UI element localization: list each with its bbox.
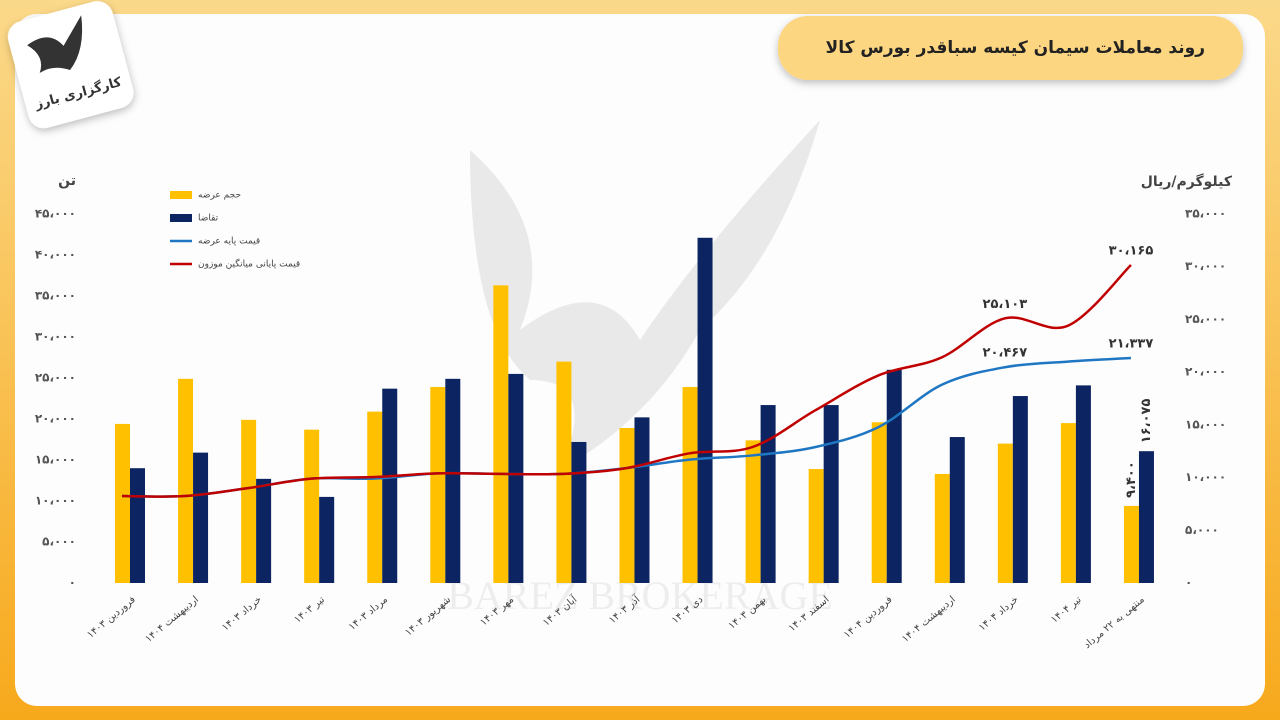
y-tick-label: ۴۵،۰۰۰ <box>35 207 76 221</box>
data-label: ۲۰،۴۶۷ <box>983 346 1028 361</box>
y-tick-label: ۲۰،۰۰۰ <box>35 412 76 426</box>
legend-label: تقاضا <box>198 214 219 224</box>
bar <box>115 423 130 583</box>
data-label: ۲۱،۳۳۷ <box>1109 337 1154 352</box>
y-tick-label: ۱۵،۰۰۰ <box>35 453 76 467</box>
bar <box>130 468 145 583</box>
bar <box>949 437 965 583</box>
y-tick-label: ۳۰،۰۰۰ <box>35 330 76 344</box>
data-label: ۹،۴۰۰ <box>1124 461 1139 498</box>
logo: کارگزاری بارز <box>7 1 134 129</box>
bar <box>493 285 509 583</box>
bar <box>760 405 776 583</box>
bar <box>634 417 650 583</box>
y2-tick-label: ۲۵،۰۰۰ <box>1185 312 1226 326</box>
y2-tick-label: ۳۵،۰۰۰ <box>1185 207 1226 221</box>
y-tick-label: ۵،۰۰۰ <box>42 535 76 549</box>
y2-tick-label: ۱۰،۰۰۰ <box>1185 470 1226 484</box>
bar <box>1138 451 1154 583</box>
bar <box>1123 505 1139 583</box>
bar <box>508 373 524 583</box>
bar <box>367 411 383 583</box>
bar <box>619 428 635 583</box>
bar <box>193 452 209 583</box>
legend-label: قیمت پایانی میانگین موزون <box>198 258 300 270</box>
line <box>121 264 1132 498</box>
bar <box>178 378 194 583</box>
y-tick-label: ۲۵،۰۰۰ <box>35 371 76 385</box>
y2-tick-label: ۵،۰۰۰ <box>1185 523 1219 537</box>
bar <box>1060 423 1076 583</box>
y2-axis-label: کیلوگرم/ریال <box>1141 173 1233 190</box>
bar <box>556 361 572 583</box>
bar <box>256 478 272 583</box>
chart-title: روند معاملات سیمان کیسه سباقدر بورس کالا <box>826 38 1205 58</box>
y2-tick-label: ۰ <box>1185 576 1192 590</box>
bar <box>808 469 824 583</box>
bar <box>304 429 320 583</box>
bar <box>886 369 902 583</box>
legend-swatch <box>170 191 192 199</box>
y-tick-label: ۴۰،۰۰۰ <box>35 248 76 262</box>
legend-label: حجم عرضه <box>198 191 241 201</box>
legend-label: قیمت پایه عرضه <box>198 237 260 247</box>
y2-tick-label: ۲۰،۰۰۰ <box>1185 365 1226 379</box>
bar <box>430 387 446 583</box>
bar <box>1075 385 1091 583</box>
y-tick-label: ۳۵،۰۰۰ <box>35 289 76 303</box>
bar <box>871 422 887 583</box>
bar <box>241 419 257 583</box>
bar <box>1012 396 1028 583</box>
data-label: ۳۰،۱۶۵ <box>1109 243 1154 258</box>
y2-tick-label: ۱۵،۰۰۰ <box>1185 417 1226 431</box>
title-pill <box>778 16 1243 80</box>
bar <box>697 237 713 583</box>
y-tick-label: ۰ <box>69 576 76 590</box>
legend-swatch <box>170 214 192 222</box>
bar <box>382 388 398 583</box>
y-axis-label: تن <box>58 173 76 189</box>
bar <box>319 496 335 583</box>
bar <box>997 443 1013 583</box>
bar <box>682 387 698 583</box>
bar <box>823 405 839 583</box>
data-label: ۲۵،۱۰۳ <box>983 297 1028 312</box>
logo-icon <box>27 15 83 73</box>
bar <box>445 378 461 583</box>
bar <box>571 441 587 583</box>
y-tick-label: ۱۰،۰۰۰ <box>35 494 76 508</box>
bar <box>934 473 950 583</box>
data-label: ۱۶،۰۷۵ <box>1139 399 1154 444</box>
y2-tick-label: ۳۰،۰۰۰ <box>1185 259 1226 273</box>
bar <box>745 440 761 583</box>
